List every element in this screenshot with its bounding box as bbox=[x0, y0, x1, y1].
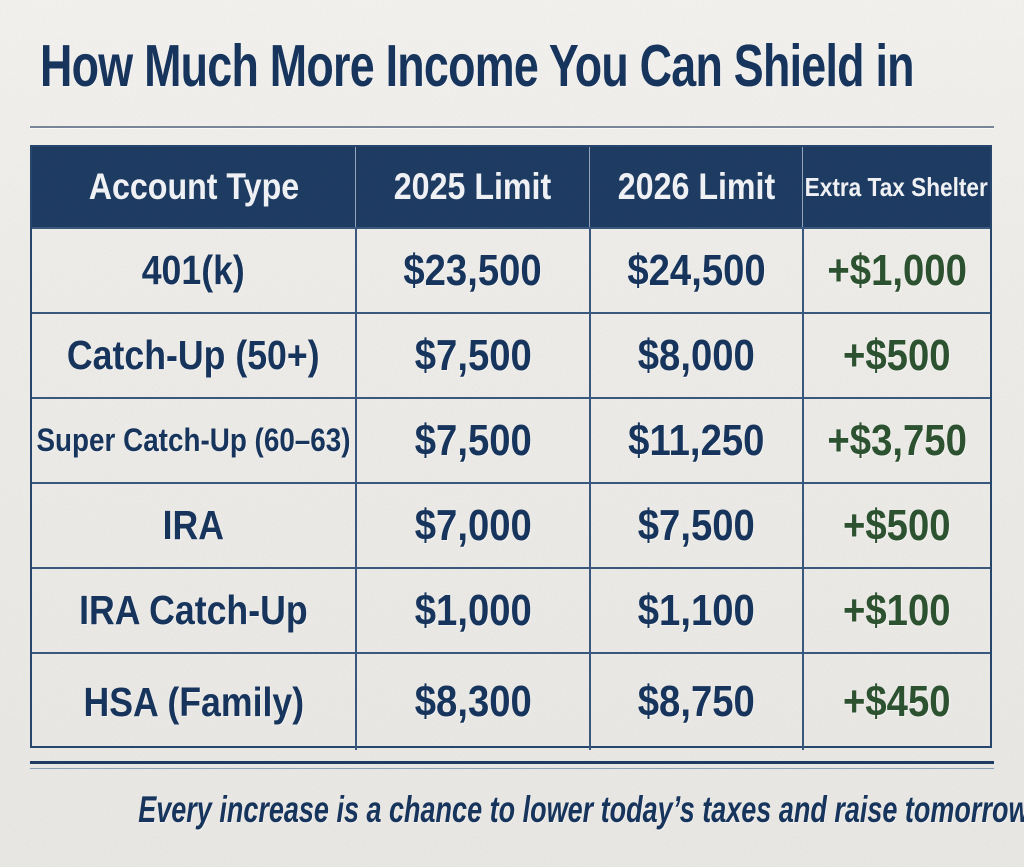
title-divider bbox=[30, 126, 994, 129]
account-type-cell: 401(k) bbox=[32, 227, 355, 312]
footer-tagline: Every increase is a chance to lower toda… bbox=[138, 789, 1024, 830]
extra-shelter-cell: +$450 bbox=[802, 652, 990, 750]
page-title: How Much More Income You Can Shield in bbox=[40, 33, 915, 99]
footer-divider bbox=[30, 761, 994, 769]
limit-2025-cell: $7,500 bbox=[355, 312, 589, 397]
limit-2025-cell: $1,000 bbox=[355, 567, 589, 652]
limit-2026-cell: $7,500 bbox=[589, 482, 802, 567]
limit-2026-cell: $11,250 bbox=[589, 397, 802, 482]
column-header-2026-limit: 2026 Limit bbox=[589, 147, 802, 227]
limit-2025-cell: $23,500 bbox=[355, 227, 589, 312]
limit-2026-cell: $1,100 bbox=[589, 567, 802, 652]
limit-2026-cell: $24,500 bbox=[589, 227, 802, 312]
limit-2025-cell: $7,000 bbox=[355, 482, 589, 567]
extra-shelter-cell: +$1,000 bbox=[802, 227, 990, 312]
column-header-account-type: Account Type bbox=[32, 147, 355, 227]
account-type-cell: Super Catch-Up (60–63) bbox=[32, 397, 355, 482]
extra-shelter-cell: +$500 bbox=[802, 312, 990, 397]
extra-shelter-cell: +$3,750 bbox=[802, 397, 990, 482]
account-type-cell: IRA Catch-Up bbox=[32, 567, 355, 652]
limit-2025-cell: $8,300 bbox=[355, 652, 589, 750]
contribution-limits-table: Account Type 2025 Limit 2026 Limit Extra… bbox=[30, 145, 992, 750]
account-type-cell: IRA bbox=[32, 482, 355, 567]
limit-2026-cell: $8,000 bbox=[589, 312, 802, 397]
account-type-cell: Catch-Up (50+) bbox=[32, 312, 355, 397]
column-header-extra-tax-shelter: Extra Tax Shelter bbox=[802, 147, 990, 227]
extra-shelter-cell: +$500 bbox=[802, 482, 990, 567]
extra-shelter-cell: +$100 bbox=[802, 567, 990, 652]
column-header-2025-limit: 2025 Limit bbox=[355, 147, 589, 227]
limit-2026-cell: $8,750 bbox=[589, 652, 802, 750]
limit-2025-cell: $7,500 bbox=[355, 397, 589, 482]
account-type-cell: HSA (Family) bbox=[32, 652, 355, 750]
